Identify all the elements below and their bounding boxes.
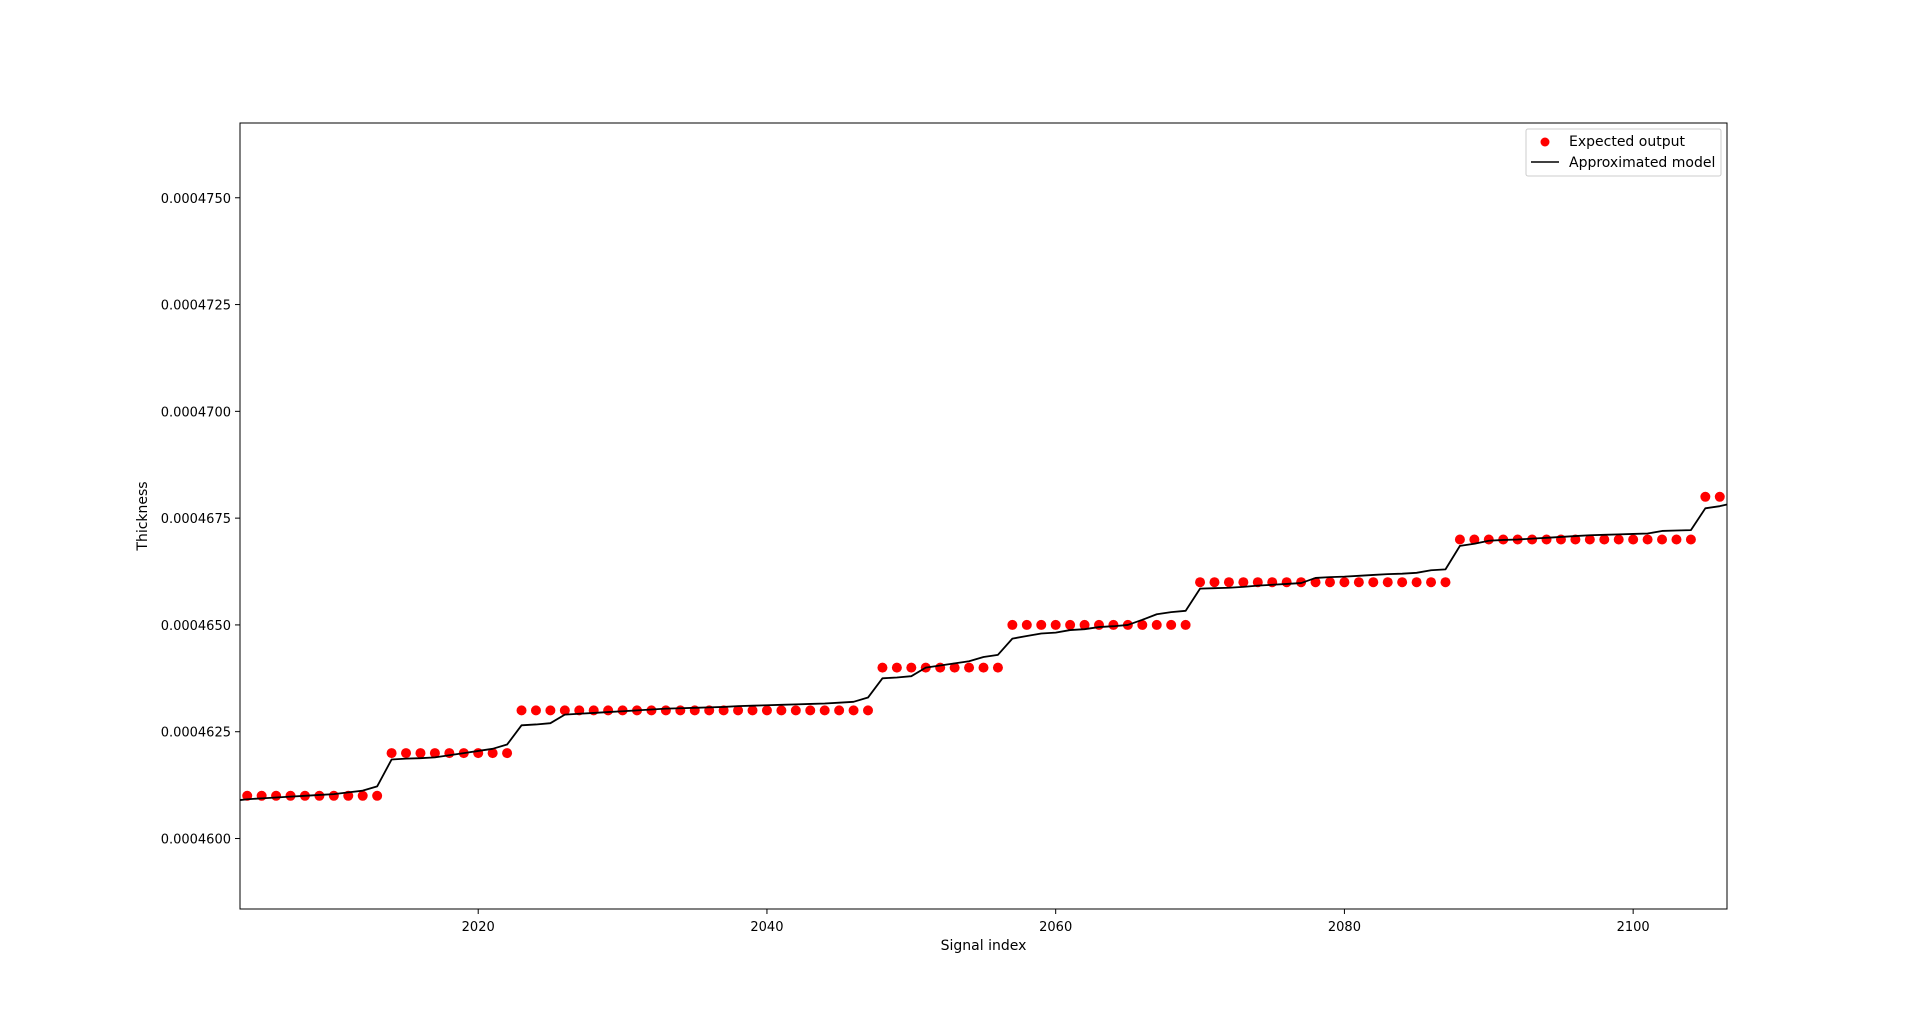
expected-output-point — [1397, 577, 1408, 588]
expected-output-point — [386, 748, 397, 759]
expected-output-point — [1541, 534, 1552, 545]
expected-output-point — [516, 705, 527, 716]
expected-output-point — [1166, 619, 1177, 630]
legend-marker-expected-output — [1540, 137, 1550, 147]
y-tick-label: 0.0004600 — [161, 833, 231, 848]
expected-output-point — [1685, 534, 1696, 545]
expected-output-point — [1238, 577, 1249, 588]
expected-output-point — [1281, 577, 1292, 588]
x-tick-label: 2080 — [1328, 920, 1361, 935]
expected-output-point — [1209, 577, 1220, 588]
expected-output-point — [964, 662, 975, 673]
expected-output-point — [733, 705, 744, 716]
expected-output-point — [1036, 619, 1047, 630]
expected-output-point — [877, 662, 888, 673]
expected-output-point — [1469, 534, 1480, 545]
expected-output-point — [1426, 577, 1437, 588]
expected-output-point — [1324, 577, 1335, 588]
x-axis: 2020 2040 2060 2080 2100 — [462, 909, 1650, 935]
expected-output-point — [530, 705, 541, 716]
expected-output-point — [761, 705, 772, 716]
expected-output-point — [1411, 577, 1422, 588]
y-tick-label: 0.0004625 — [161, 726, 231, 741]
expected-output-point — [848, 705, 859, 716]
expected-output-point — [863, 705, 874, 716]
legend-label-expected-output: Expected output — [1569, 134, 1685, 150]
expected-output-point — [1079, 619, 1090, 630]
expected-output-point — [603, 705, 614, 716]
expected-output-point — [487, 748, 498, 759]
expected-output-point — [747, 705, 758, 716]
expected-output-point — [559, 705, 570, 716]
expected-output-point — [1382, 577, 1393, 588]
expected-output-point — [1180, 619, 1191, 630]
x-tick-label: 2100 — [1617, 920, 1650, 935]
axes-frame — [239, 122, 1728, 910]
expected-output-point — [906, 662, 917, 673]
expected-output-point — [502, 748, 513, 759]
y-tick-label: 0.0004700 — [161, 405, 231, 420]
expected-output-point — [1223, 577, 1234, 588]
expected-output-point — [1714, 491, 1725, 502]
expected-output-point — [415, 748, 426, 759]
expected-output-point — [1613, 534, 1624, 545]
expected-output-point — [819, 705, 830, 716]
expected-output-point — [1108, 619, 1119, 630]
y-tick-label: 0.0004750 — [161, 192, 231, 207]
expected-output-point — [834, 705, 845, 716]
expected-output-point — [891, 662, 902, 673]
expected-output-point — [271, 790, 282, 801]
expected-output-point — [1483, 534, 1494, 545]
y-axis: 0.0004600 0.0004625 0.0004650 0.0004675 0.00… — [161, 192, 240, 848]
expected-output-point — [1454, 534, 1465, 545]
expected-output-point — [790, 705, 801, 716]
plot-area — [239, 491, 1728, 801]
expected-output-point — [1628, 534, 1639, 545]
expected-output-point — [1151, 619, 1162, 630]
legend: Expected output Approximated model — [1525, 128, 1722, 177]
expected-output-point — [949, 662, 960, 673]
legend-box — [1525, 128, 1722, 177]
y-tick-label: 0.0004725 — [161, 299, 231, 314]
expected-output-point — [978, 662, 989, 673]
expected-output-point — [660, 705, 671, 716]
expected-output-point — [429, 748, 440, 759]
expected-output-point — [1599, 534, 1610, 545]
expected-output-point — [805, 705, 816, 716]
expected-output-point — [776, 705, 787, 716]
expected-output-point — [1671, 534, 1682, 545]
approximated-model-line — [239, 503, 1728, 801]
x-tick-label: 2020 — [462, 920, 495, 935]
expected-output-point — [992, 662, 1003, 673]
expected-output-point — [1368, 577, 1379, 588]
x-tick-label: 2060 — [1039, 920, 1072, 935]
expected-output-point — [1657, 534, 1668, 545]
expected-output-point — [1353, 577, 1364, 588]
x-tick-label: 2040 — [750, 920, 783, 935]
expected-output-point — [1584, 534, 1595, 545]
expected-output-point — [675, 705, 686, 716]
expected-output-point — [401, 748, 412, 759]
y-tick-label: 0.0004650 — [161, 619, 231, 634]
y-tick-label: 0.0004675 — [161, 512, 231, 527]
expected-output-point — [1021, 619, 1032, 630]
expected-output-point — [1065, 619, 1076, 630]
y-axis-label: Thickness — [135, 481, 151, 551]
expected-output-point — [545, 705, 556, 716]
expected-output-point — [1440, 577, 1451, 588]
expected-output-point — [1007, 619, 1018, 630]
expected-output-point — [1195, 577, 1206, 588]
x-axis-label: Signal index — [941, 938, 1027, 954]
expected-output-point — [1137, 619, 1148, 630]
legend-label-approximated-model: Approximated model — [1569, 155, 1715, 171]
expected-output-point — [357, 790, 368, 801]
expected-output-point — [1050, 619, 1061, 630]
expected-output-point — [1700, 491, 1711, 502]
expected-output-point — [328, 790, 339, 801]
expected-output-point — [372, 790, 383, 801]
expected-output-point — [1339, 577, 1350, 588]
expected-output-point — [1642, 534, 1653, 545]
